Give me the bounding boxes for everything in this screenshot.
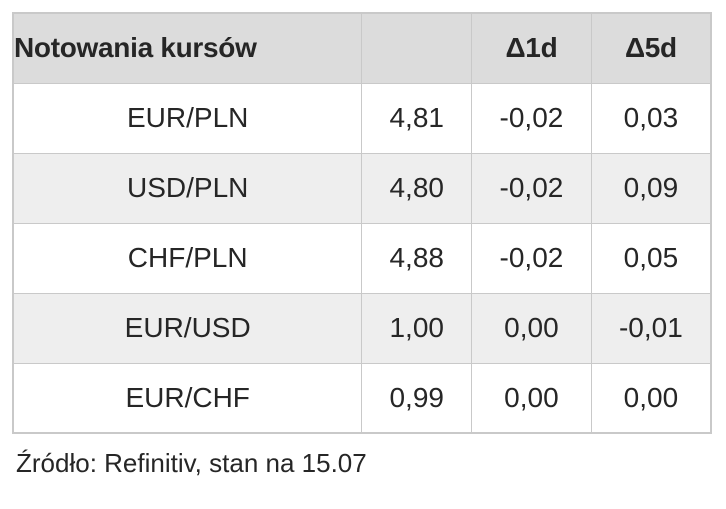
delta-icon: Δ — [505, 32, 525, 63]
cell-pair: EUR/PLN — [13, 83, 362, 153]
table-row: CHF/PLN 4,88 -0,02 0,05 — [13, 223, 711, 293]
table-row: EUR/CHF 0,99 0,00 0,00 — [13, 363, 711, 433]
cell-d1: -0,02 — [472, 83, 592, 153]
cell-d5: 0,03 — [591, 83, 711, 153]
cell-d5: -0,01 — [591, 293, 711, 363]
header-d1-label: 1d — [525, 32, 557, 63]
cell-pair: CHF/PLN — [13, 223, 362, 293]
header-rate — [362, 13, 472, 83]
cell-d1: 0,00 — [472, 363, 592, 433]
cell-d1: 0,00 — [472, 293, 592, 363]
cell-d5: 0,05 — [591, 223, 711, 293]
header-title: Notowania kursów — [13, 13, 362, 83]
cell-d5: 0,00 — [591, 363, 711, 433]
header-delta-1d: Δ1d — [472, 13, 592, 83]
cell-rate: 4,88 — [362, 223, 472, 293]
table-row: EUR/PLN 4,81 -0,02 0,03 — [13, 83, 711, 153]
cell-pair: EUR/USD — [13, 293, 362, 363]
header-d5-label: 5d — [645, 32, 677, 63]
cell-rate: 4,81 — [362, 83, 472, 153]
cell-rate: 1,00 — [362, 293, 472, 363]
cell-d1: -0,02 — [472, 223, 592, 293]
table-header-row: Notowania kursów Δ1d Δ5d — [13, 13, 711, 83]
cell-rate: 4,80 — [362, 153, 472, 223]
cell-rate: 0,99 — [362, 363, 472, 433]
table-row: EUR/USD 1,00 0,00 -0,01 — [13, 293, 711, 363]
delta-icon: Δ — [625, 32, 645, 63]
cell-d1: -0,02 — [472, 153, 592, 223]
source-note: Źródło: Refinitiv, stan na 15.07 — [16, 448, 710, 479]
fx-rates-table: Notowania kursów Δ1d Δ5d EUR/PLN 4,81 -0… — [12, 12, 712, 434]
cell-pair: USD/PLN — [13, 153, 362, 223]
table-row: USD/PLN 4,80 -0,02 0,09 — [13, 153, 711, 223]
cell-pair: EUR/CHF — [13, 363, 362, 433]
cell-d5: 0,09 — [591, 153, 711, 223]
header-delta-5d: Δ5d — [591, 13, 711, 83]
